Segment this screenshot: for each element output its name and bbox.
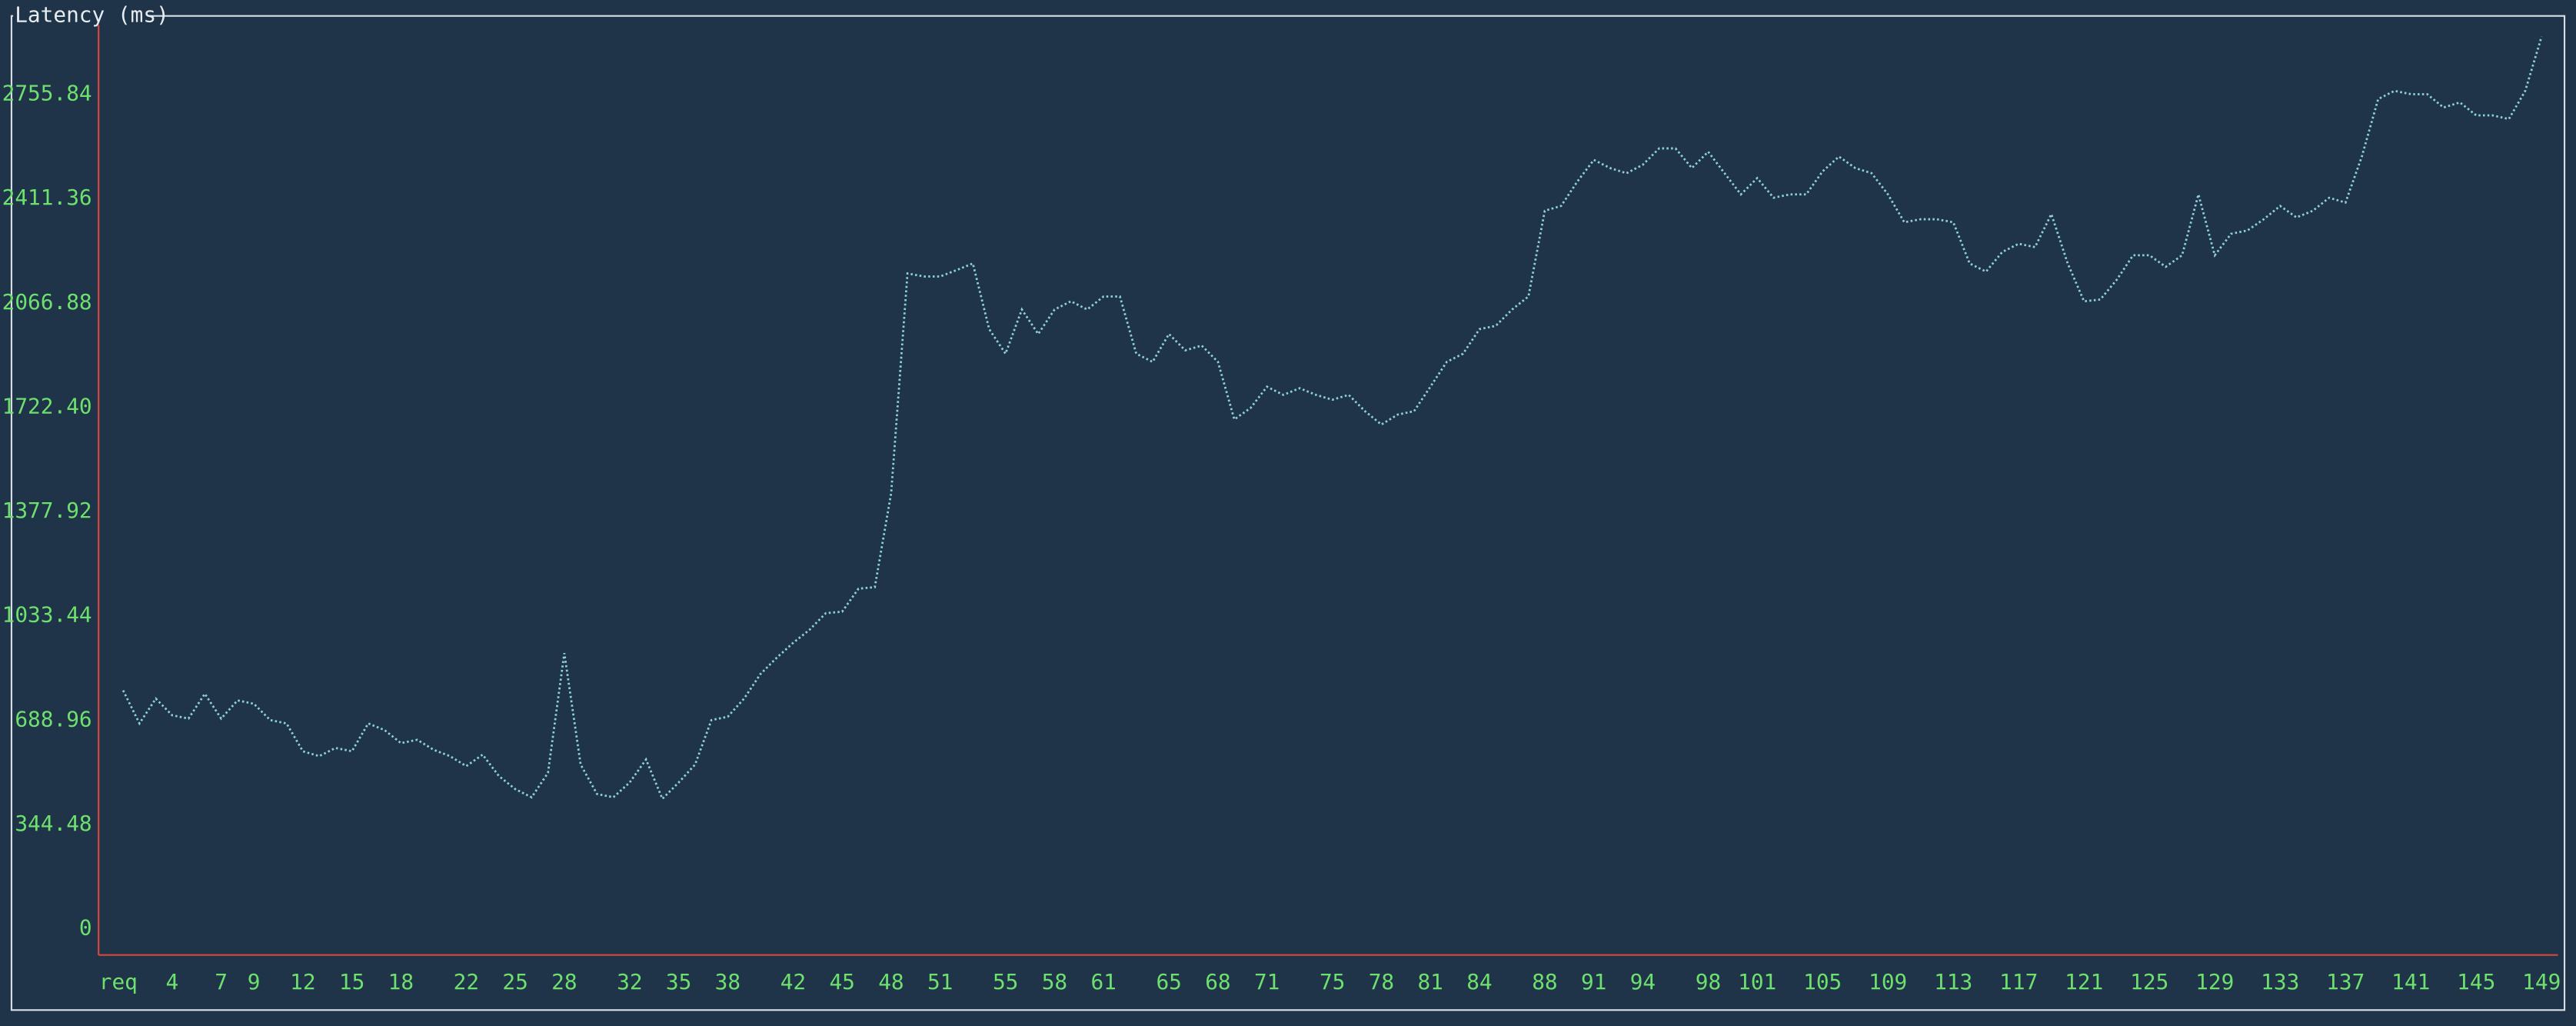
x-tick-label: 71 [1254,969,1280,994]
x-tick-label: 45 [829,969,854,994]
x-tick-label: 4 [166,969,179,994]
x-tick-label: 81 [1417,969,1443,994]
frame [10,15,2566,1011]
y-tick-label: 0 [79,915,92,941]
x-tick-label: 15 [339,969,364,994]
x-tick-label: 38 [715,969,741,994]
x-tick-label: 141 [2391,969,2430,994]
x-axis-title: req [99,969,138,994]
y-tick-label: 2066.88 [2,289,92,315]
y-tick-label: 688.96 [15,706,92,731]
x-tick-label: 75 [1320,969,1345,994]
y-tick-label: 2411.36 [2,185,92,210]
x-tick-label: 105 [1803,969,1842,994]
latency-line [121,36,2543,801]
x-tick-label: 145 [2457,969,2495,994]
x-tick-label: 48 [878,969,904,994]
y-tick-label: 344.48 [15,811,92,836]
x-tick-label: 121 [2065,969,2103,994]
x-tick-label: 109 [1869,969,1907,994]
x-tick-label: 98 [1696,969,1721,994]
x-tick-label: 149 [2522,969,2561,994]
x-tick-label: 113 [1934,969,1972,994]
x-tick-label: 125 [2130,969,2168,994]
x-tick-label: 94 [1630,969,1656,994]
x-tick-label: 42 [780,969,806,994]
x-tick-label: 55 [993,969,1018,994]
x-tick-label: 7 [215,969,228,994]
y-tick-label: 1377.92 [2,498,92,523]
x-tick-label: 117 [1999,969,2038,994]
x-tick-label: 18 [388,969,414,994]
x-tick-label: 129 [2195,969,2234,994]
x-tick-label: 101 [1738,969,1776,994]
title-bg [13,3,148,28]
y-tick-label: 1722.40 [2,393,92,418]
x-tick-label: 133 [2261,969,2299,994]
x-tick-label: 78 [1369,969,1394,994]
x-tick-label: 88 [1532,969,1557,994]
x-tick-label: 32 [617,969,642,994]
x-tick-label: 84 [1466,969,1492,994]
chart-title: Latency (ms) [15,2,169,28]
x-tick-label: 28 [551,969,577,994]
x-tick-label: 22 [454,969,479,994]
x-tick-label: 68 [1205,969,1230,994]
x-tick-label: 25 [502,969,528,994]
x-tick-label: 12 [290,969,315,994]
x-tick-label: 51 [927,969,953,994]
y-tick-label: 2755.84 [2,81,92,106]
x-tick-label: 91 [1581,969,1606,994]
x-tick-label: 9 [248,969,261,994]
x-tick-label: 61 [1090,969,1116,994]
x-tick-label: 35 [666,969,691,994]
x-tick-label: 137 [2326,969,2365,994]
x-tick-label: 65 [1156,969,1181,994]
y-tick-label: 1033.44 [2,602,92,628]
x-tick-label: 58 [1042,969,1067,994]
